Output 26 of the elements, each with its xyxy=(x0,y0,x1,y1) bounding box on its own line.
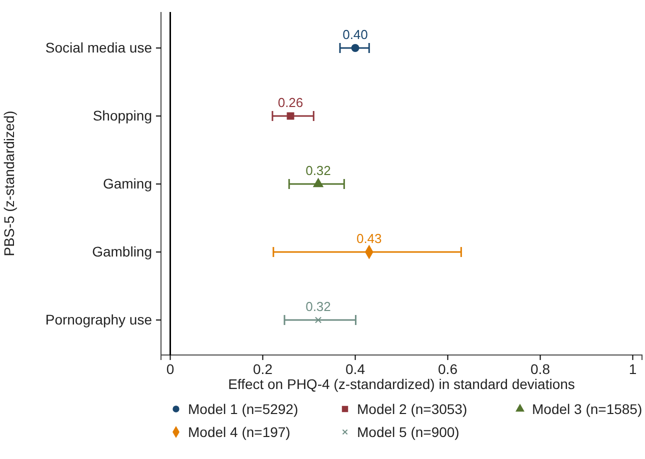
y-tick-label: Shopping xyxy=(92,107,152,124)
point xyxy=(312,178,324,188)
y-tick-label: Pornography use xyxy=(45,311,152,328)
y-tick-label: Social media use xyxy=(45,39,152,56)
x-tick-label: 0.6 xyxy=(438,360,458,377)
legend-label: Model 5 (n=900) xyxy=(357,424,460,440)
y-tick-label: Gambling xyxy=(92,243,152,260)
legend-label: Model 3 (n=1585) xyxy=(532,401,642,417)
point xyxy=(314,316,322,324)
x-tick-label: 0.4 xyxy=(346,360,366,377)
y-axis-title: PBS-5 (z-standardized) xyxy=(1,110,17,256)
legend-label: Model 2 (n=3053) xyxy=(357,401,468,417)
data-label: 0.32 xyxy=(306,163,331,178)
x-tick-label: 0.2 xyxy=(253,360,273,377)
data-label: 0.40 xyxy=(342,27,368,42)
x-tick-label: 0.8 xyxy=(530,360,550,377)
x-tick-label: 0 xyxy=(166,360,174,377)
data-label: 0.32 xyxy=(306,299,331,314)
legend-label: Model 1 (n=5292) xyxy=(188,401,298,417)
legend-label: Model 4 (n=197) xyxy=(188,424,290,440)
y-tick-label: Gaming xyxy=(102,175,152,192)
x-axis-title: Effect on PHQ-4 (z-standardized) in standard deviations xyxy=(228,376,575,392)
data-label: 0.43 xyxy=(356,231,382,246)
data-label: 0.26 xyxy=(278,95,304,110)
point xyxy=(351,44,360,52)
x-tick-label: 1 xyxy=(628,360,637,377)
